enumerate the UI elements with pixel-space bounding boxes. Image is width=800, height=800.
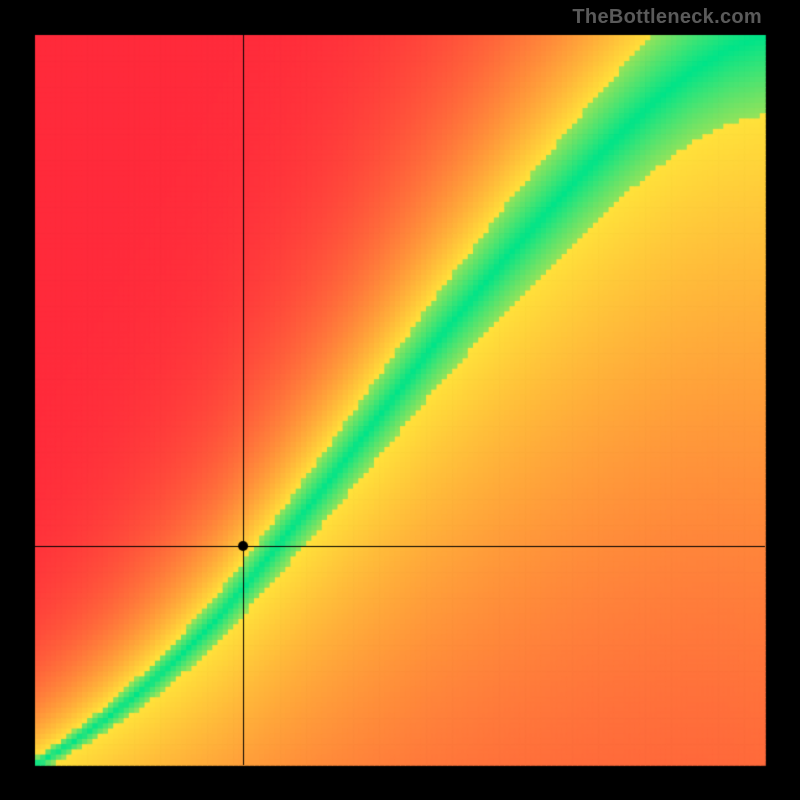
watermark-text: TheBottleneck.com	[572, 6, 762, 29]
chart-container: { "watermark": { "text": "TheBottleneck.…	[0, 0, 800, 800]
bottleneck-heatmap	[0, 0, 800, 800]
